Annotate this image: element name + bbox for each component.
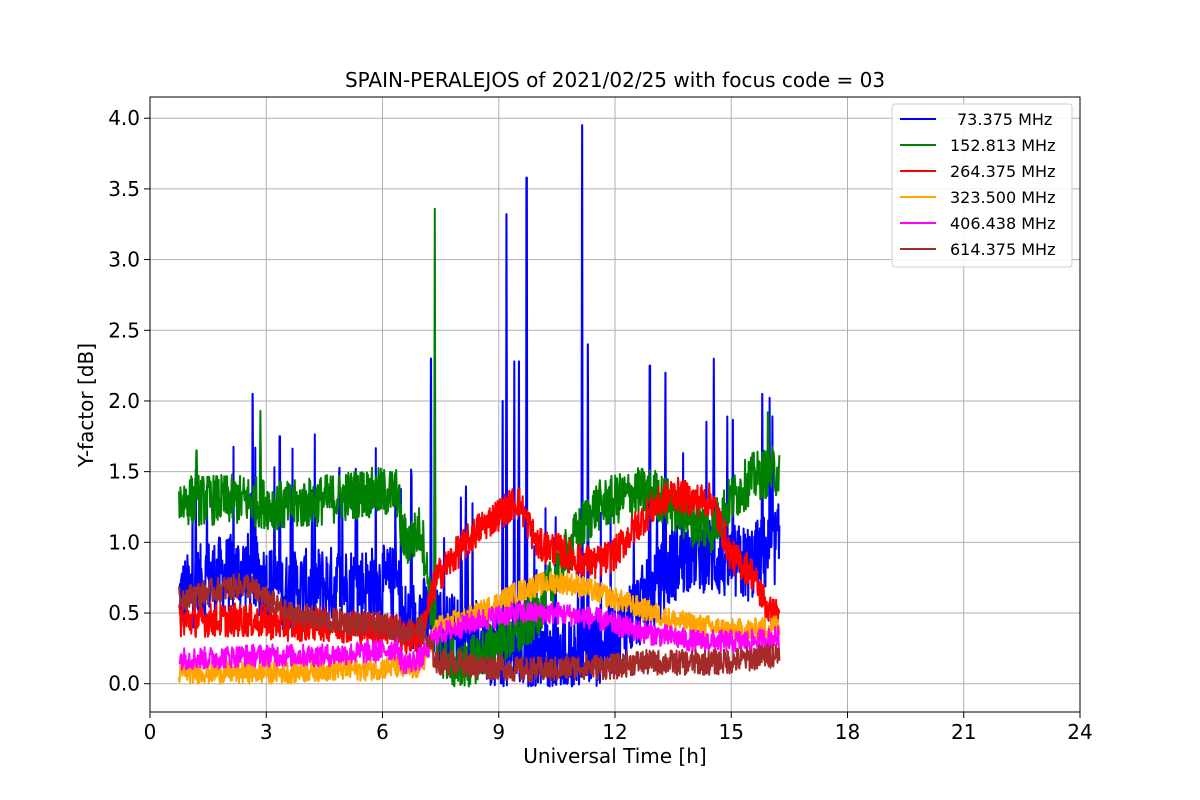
legend-box [891,103,1073,268]
series-line-3 [178,571,781,685]
chart-title: SPAIN-PERALEJOS of 2021/02/25 with focus… [345,68,885,92]
y-tick-label: 3.5 [108,177,140,201]
legend-label: 406.438 MHz [950,214,1055,233]
legend-label: 264.375 MHz [950,162,1055,181]
y-tick-label: 0.0 [108,672,140,696]
x-axis-ticks: 0 3 6 9 12 15 18 21 24 [144,712,1093,744]
x-tick-label: 21 [951,720,976,744]
x-tick-label: 18 [835,720,860,744]
x-tick-label: 0 [144,720,157,744]
y-tick-label: 2.0 [108,389,140,413]
x-tick-label: 24 [1067,720,1092,744]
y-tick-label: 1.0 [108,530,140,554]
y-tick-label: 2.5 [108,318,140,342]
x-axis-label: Universal Time [h] [523,744,706,768]
y-tick-label: 4.0 [108,106,140,130]
series-line-4 [178,601,781,675]
y-axis-label: Y-factor [dB] [74,343,98,468]
x-tick-label: 6 [376,720,389,744]
plot-area [178,124,781,688]
legend-label: 152.813 MHz [950,136,1055,155]
legend-label: 323.500 MHz [950,188,1055,207]
x-tick-label: 12 [602,720,627,744]
series-line-5 [178,572,781,684]
x-tick-label: 3 [260,720,273,744]
series-line-1 [178,207,781,688]
legend-label: 614.375 MHz [950,240,1055,259]
y-tick-label: 0.5 [108,601,140,625]
legend: 73.375 MHz 152.813 MHz 264.375 MHz 323.500 … [891,103,1073,268]
x-tick-label: 9 [492,720,505,744]
y-tick-label: 3.0 [108,248,140,272]
y-tick-label: 1.5 [108,460,140,484]
series-line-2 [178,476,781,655]
legend-label: 73.375 MHz [957,110,1052,129]
x-tick-label: 15 [719,720,744,744]
y-axis-ticks: 0.0 0.5 1.0 1.5 2.0 2.5 3.0 3.5 4.0 [108,106,150,696]
series-group [178,124,781,688]
